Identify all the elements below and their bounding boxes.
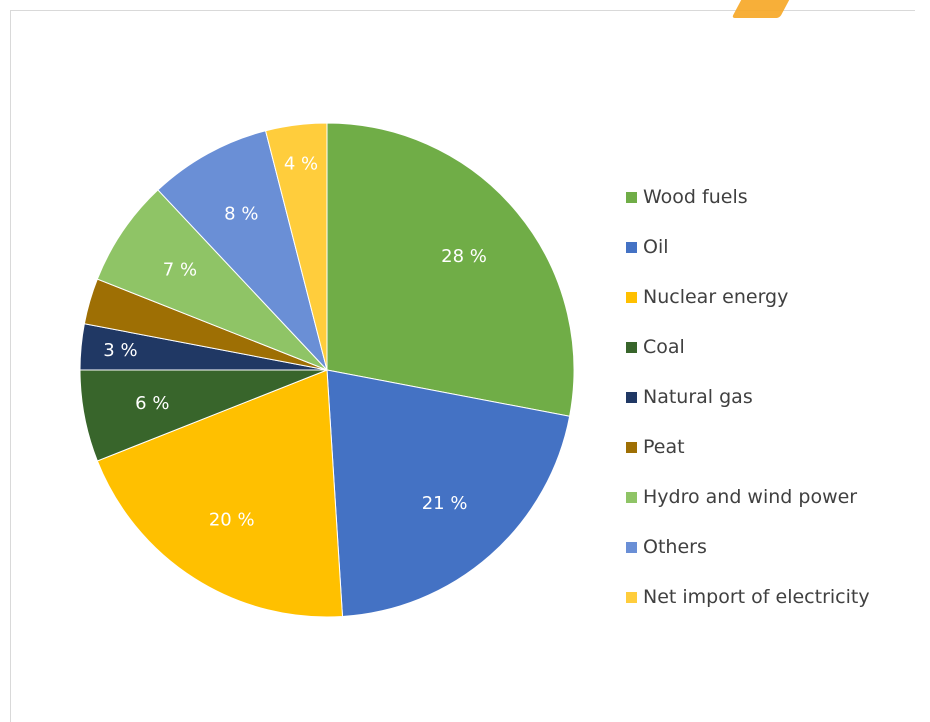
legend-item-wood-fuels: Wood fuels (626, 172, 870, 222)
chart-legend: Wood fuels Oil Nuclear energy Coal Natural g… (626, 172, 870, 622)
legend-swatch (626, 291, 637, 303)
legend-swatch (626, 191, 637, 203)
legend-item-others: Others (626, 522, 870, 572)
data-label-oil: 21 % (422, 493, 468, 514)
data-label-others: 8 % (224, 204, 258, 225)
data-label-natural-gas: 3 % (103, 340, 137, 361)
legend-label: Net import of electricity (643, 586, 870, 608)
legend-item-oil: Oil (626, 222, 870, 272)
legend-label: Coal (643, 336, 685, 358)
pie-slice-wood-fuels (326, 122, 575, 417)
legend-swatch (626, 591, 637, 603)
legend-label: Peat (643, 436, 685, 458)
pie-slice-others (157, 130, 328, 371)
data-label-hydro-and-wind-power: 7 % (163, 260, 197, 281)
pie-slice-nuclear-energy (96, 369, 344, 618)
legend-item-nuclear-energy: Nuclear energy (626, 272, 870, 322)
data-label-nuclear-energy: 20 % (209, 510, 255, 531)
data-label-wood-fuels: 28 % (441, 246, 487, 267)
legend-swatch (626, 341, 637, 353)
pie-slice-oil (326, 369, 571, 618)
frame-border-left (10, 10, 11, 722)
legend-swatch (626, 491, 637, 503)
legend-swatch (626, 441, 637, 453)
legend-label: Hydro and wind power (643, 486, 858, 508)
legend-label: Natural gas (643, 386, 753, 408)
legend-label: Wood fuels (643, 186, 748, 208)
legend-item-net-import-of-electricity: Net import of electricity (626, 572, 870, 622)
pie-slice-net-import-of-electricity (264, 122, 328, 371)
legend-swatch (626, 541, 637, 553)
pie-slice-hydro-and-wind-power (96, 189, 328, 371)
legend-label: Nuclear energy (643, 286, 789, 308)
legend-item-coal: Coal (626, 322, 870, 372)
legend-label: Others (643, 536, 707, 558)
data-label-net-import-of-electricity: 4 % (284, 154, 318, 175)
legend-swatch (626, 241, 637, 253)
legend-label: Oil (643, 236, 669, 258)
legend-item-hydro-and-wind-power: Hydro and wind power (626, 472, 870, 522)
legend-swatch (626, 391, 637, 403)
legend-item-natural-gas: Natural gas (626, 372, 870, 422)
data-label-coal: 6 % (135, 393, 169, 414)
frame-border-top (10, 10, 915, 11)
legend-item-peat: Peat (626, 422, 870, 472)
